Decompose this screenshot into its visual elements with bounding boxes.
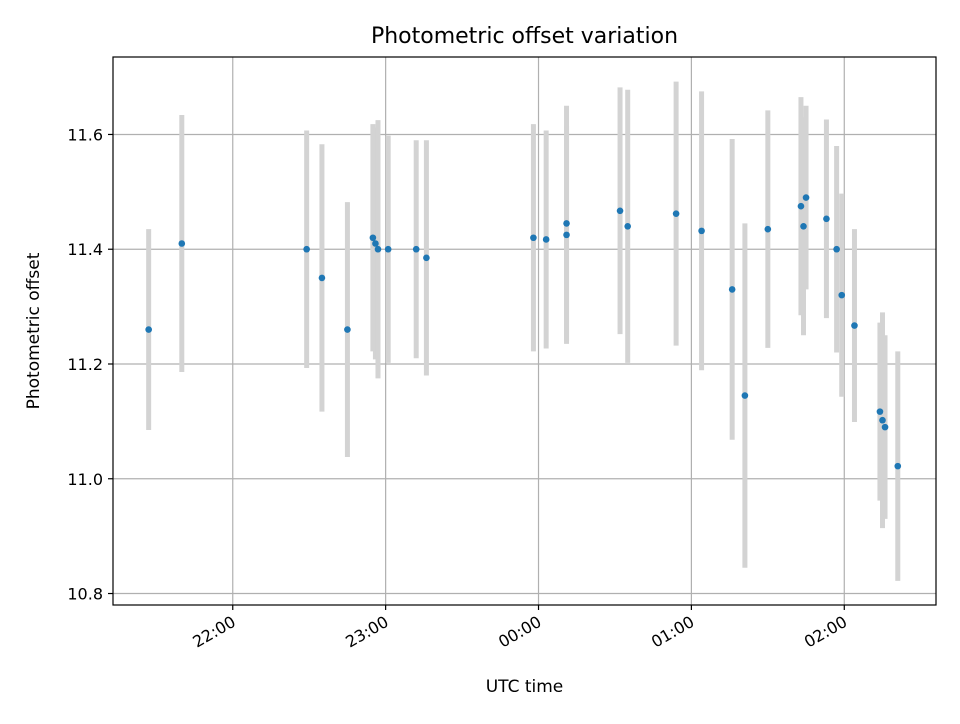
data-point — [318, 274, 326, 282]
y-axis-label: Photometric offset — [24, 252, 44, 409]
y-tick-label: 11.2 — [67, 355, 103, 374]
data-point — [881, 423, 889, 431]
data-point — [894, 462, 902, 470]
data-point — [833, 245, 840, 253]
y-tick-label: 11.0 — [67, 470, 103, 489]
data-point — [764, 225, 772, 233]
data-point — [797, 202, 805, 210]
plot-frame — [112, 56, 937, 606]
data-point — [563, 220, 570, 227]
data-point — [303, 245, 310, 253]
data-point — [372, 240, 379, 247]
data-point — [800, 222, 807, 230]
data-point — [741, 392, 749, 399]
y-tick-label: 10.8 — [67, 585, 103, 604]
chart-title: Photometric offset variation — [371, 24, 678, 49]
y-tick-label: 11.6 — [67, 125, 103, 144]
data-point — [145, 326, 152, 333]
data-points — [145, 194, 902, 470]
data-point — [876, 408, 884, 415]
data-point — [530, 234, 537, 242]
y-tick-label: 11.4 — [67, 240, 103, 259]
plot-area — [113, 57, 936, 605]
data-point — [624, 222, 631, 230]
y-axis-ticks: 10.8 11.0 11.2 11.4 11.6 — [67, 125, 113, 604]
data-point — [563, 231, 570, 239]
data-point — [412, 245, 420, 253]
data-point — [879, 416, 886, 424]
data-point — [802, 194, 810, 201]
data-point — [616, 207, 624, 215]
data-point — [851, 322, 858, 329]
data-point — [423, 254, 430, 262]
data-point — [542, 236, 550, 243]
data-point — [838, 291, 846, 299]
data-point — [374, 245, 382, 253]
data-point — [384, 245, 392, 253]
data-point — [178, 240, 186, 247]
data-point — [344, 326, 351, 333]
data-point — [728, 286, 736, 293]
data-point — [823, 215, 830, 223]
data-point — [672, 210, 680, 217]
data-point — [369, 234, 377, 242]
data-point — [698, 227, 705, 235]
x-axis-label: UTC time — [486, 677, 564, 697]
